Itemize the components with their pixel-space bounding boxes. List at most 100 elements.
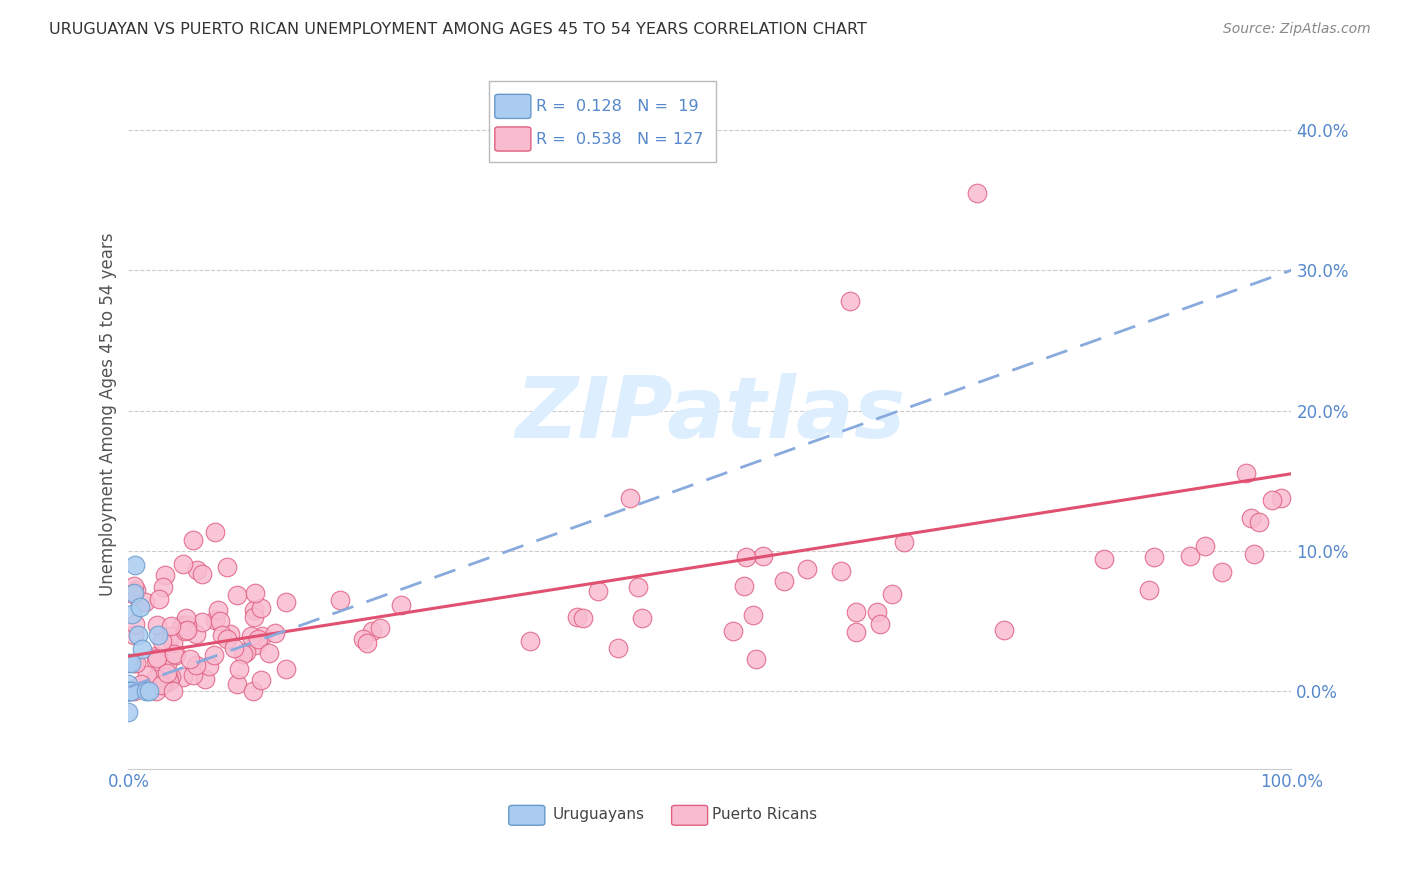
Point — [993, 624, 1015, 638]
Point — [250, 601, 273, 615]
Point — [117, 684, 139, 698]
Point — [138, 684, 160, 698]
Point — [721, 624, 744, 639]
Point — [117, 706, 139, 720]
Point — [1092, 551, 1115, 566]
Point — [865, 606, 887, 620]
Point — [243, 638, 266, 652]
Y-axis label: Unemployment Among Ages 45 to 54 years: Unemployment Among Ages 45 to 54 years — [100, 232, 117, 596]
Point — [796, 562, 818, 576]
Point — [191, 615, 214, 629]
Point — [184, 657, 207, 672]
Point — [360, 624, 382, 639]
Point — [176, 618, 198, 632]
Point — [117, 684, 139, 698]
Point — [118, 684, 141, 698]
Point — [146, 651, 169, 665]
Point — [174, 624, 197, 638]
Point — [329, 593, 352, 607]
Point — [152, 677, 174, 691]
Point — [745, 651, 768, 665]
Point — [389, 599, 412, 613]
Point — [145, 671, 167, 685]
Point — [274, 595, 297, 609]
Point — [174, 611, 197, 625]
Point — [152, 580, 174, 594]
Point — [204, 614, 226, 628]
Text: R =  0.128   N =  19: R = 0.128 N = 19 — [536, 99, 699, 114]
Point — [1249, 515, 1271, 529]
Point — [217, 632, 239, 646]
Point — [134, 595, 156, 609]
Point — [170, 618, 193, 632]
Point — [966, 186, 988, 200]
Point — [121, 587, 143, 601]
Text: Puerto Ricans: Puerto Ricans — [713, 807, 817, 822]
Point — [607, 641, 630, 656]
Point — [264, 625, 287, 640]
Point — [1194, 539, 1216, 553]
Point — [243, 586, 266, 600]
Point — [156, 666, 179, 681]
Point — [120, 684, 142, 698]
Point — [198, 658, 221, 673]
Point — [243, 610, 266, 624]
Point — [1239, 511, 1261, 525]
Point — [146, 628, 169, 642]
Point — [148, 591, 170, 606]
Point — [572, 611, 595, 625]
Point — [162, 684, 184, 698]
Point — [125, 582, 148, 597]
Point — [186, 627, 208, 641]
Point — [172, 670, 194, 684]
Point — [250, 630, 273, 644]
Point — [136, 668, 159, 682]
Point — [117, 684, 139, 698]
Point — [125, 656, 148, 670]
Point — [235, 645, 257, 659]
Point — [1234, 466, 1257, 480]
Point — [1243, 547, 1265, 561]
Point — [129, 677, 152, 691]
Point — [741, 608, 763, 623]
Point — [239, 629, 262, 643]
Point — [131, 642, 153, 657]
Point — [845, 624, 868, 639]
Point — [117, 657, 139, 671]
Point — [152, 634, 174, 648]
Point — [120, 657, 142, 671]
Point — [183, 533, 205, 548]
Point — [242, 684, 264, 698]
Point — [219, 627, 242, 641]
Point — [838, 294, 860, 309]
Point — [773, 574, 796, 588]
Point — [121, 607, 143, 621]
Point — [145, 654, 167, 668]
Point — [1137, 583, 1160, 598]
Point — [194, 673, 217, 687]
Point — [752, 549, 775, 564]
Point — [250, 673, 273, 687]
Point — [162, 635, 184, 649]
Point — [153, 568, 176, 582]
Point — [181, 668, 204, 682]
Point — [163, 647, 186, 661]
Point — [274, 662, 297, 676]
Point — [122, 656, 145, 670]
Point — [630, 611, 652, 625]
FancyBboxPatch shape — [509, 805, 544, 825]
Point — [156, 670, 179, 684]
Point — [734, 549, 756, 564]
Point — [1211, 565, 1233, 579]
Point — [145, 684, 167, 698]
Point — [226, 677, 249, 691]
Point — [246, 632, 269, 646]
Text: URUGUAYAN VS PUERTO RICAN UNEMPLOYMENT AMONG AGES 45 TO 54 YEARS CORRELATION CHA: URUGUAYAN VS PUERTO RICAN UNEMPLOYMENT A… — [49, 22, 868, 37]
Point — [1261, 493, 1284, 508]
Point — [259, 646, 281, 660]
Point — [565, 609, 588, 624]
Point — [172, 557, 194, 571]
Point — [830, 564, 852, 578]
Point — [117, 684, 139, 698]
Point — [146, 618, 169, 632]
